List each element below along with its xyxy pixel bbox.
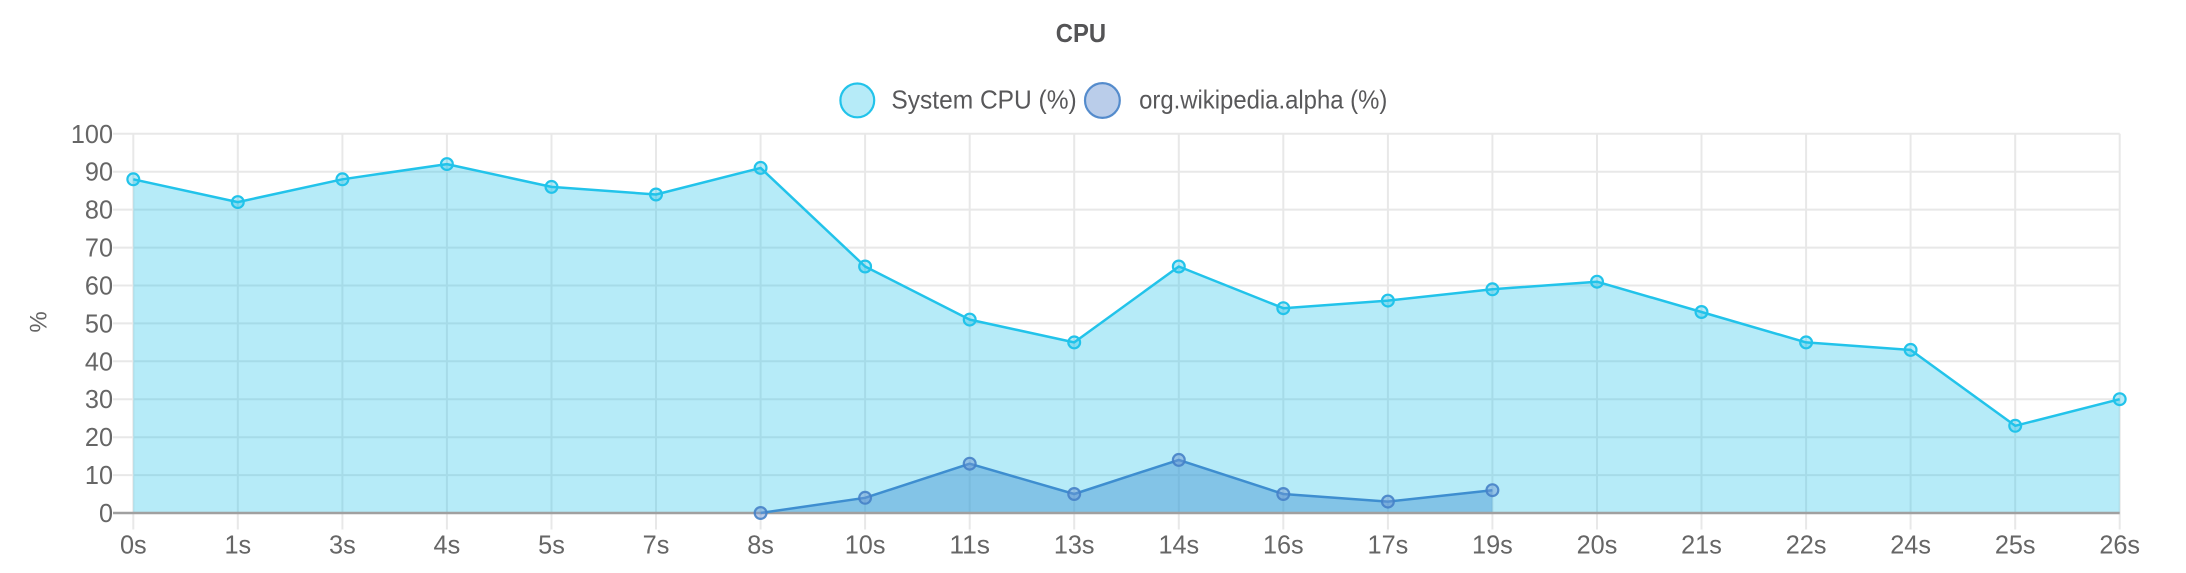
svg-text:30: 30: [85, 384, 113, 414]
svg-text:40: 40: [85, 346, 113, 376]
svg-text:3s: 3s: [329, 530, 356, 560]
svg-text:22s: 22s: [1786, 530, 1827, 560]
svg-text:17s: 17s: [1368, 530, 1409, 560]
svg-text:13s: 13s: [1054, 530, 1095, 560]
svg-text:19s: 19s: [1472, 530, 1513, 560]
svg-text:20s: 20s: [1577, 530, 1618, 560]
svg-text:50: 50: [85, 308, 113, 338]
svg-text:System CPU (%): System CPU (%): [891, 85, 1076, 115]
svg-text:%: %: [25, 311, 52, 332]
svg-text:10: 10: [85, 460, 113, 490]
svg-text:24s: 24s: [1890, 530, 1931, 560]
svg-text:5s: 5s: [538, 530, 565, 560]
svg-text:100: 100: [71, 119, 113, 149]
svg-text:90: 90: [85, 157, 113, 187]
svg-text:80: 80: [85, 195, 113, 225]
svg-text:10s: 10s: [845, 530, 886, 560]
svg-text:25s: 25s: [1995, 530, 2036, 560]
svg-text:20: 20: [85, 422, 113, 452]
svg-text:26s: 26s: [2099, 530, 2140, 560]
svg-text:0s: 0s: [120, 530, 147, 560]
svg-text:11s: 11s: [949, 530, 990, 560]
svg-text:CPU: CPU: [1056, 18, 1106, 48]
svg-text:70: 70: [85, 233, 113, 263]
svg-text:0: 0: [99, 498, 113, 528]
svg-text:16s: 16s: [1263, 530, 1304, 560]
svg-text:7s: 7s: [643, 530, 670, 560]
svg-text:4s: 4s: [434, 530, 461, 560]
svg-text:8s: 8s: [747, 530, 774, 560]
svg-text:60: 60: [85, 271, 113, 301]
svg-text:14s: 14s: [1158, 530, 1199, 560]
svg-text:21s: 21s: [1681, 530, 1722, 560]
svg-text:1s: 1s: [224, 530, 251, 560]
svg-text:org.wikipedia.alpha (%): org.wikipedia.alpha (%): [1139, 85, 1387, 115]
